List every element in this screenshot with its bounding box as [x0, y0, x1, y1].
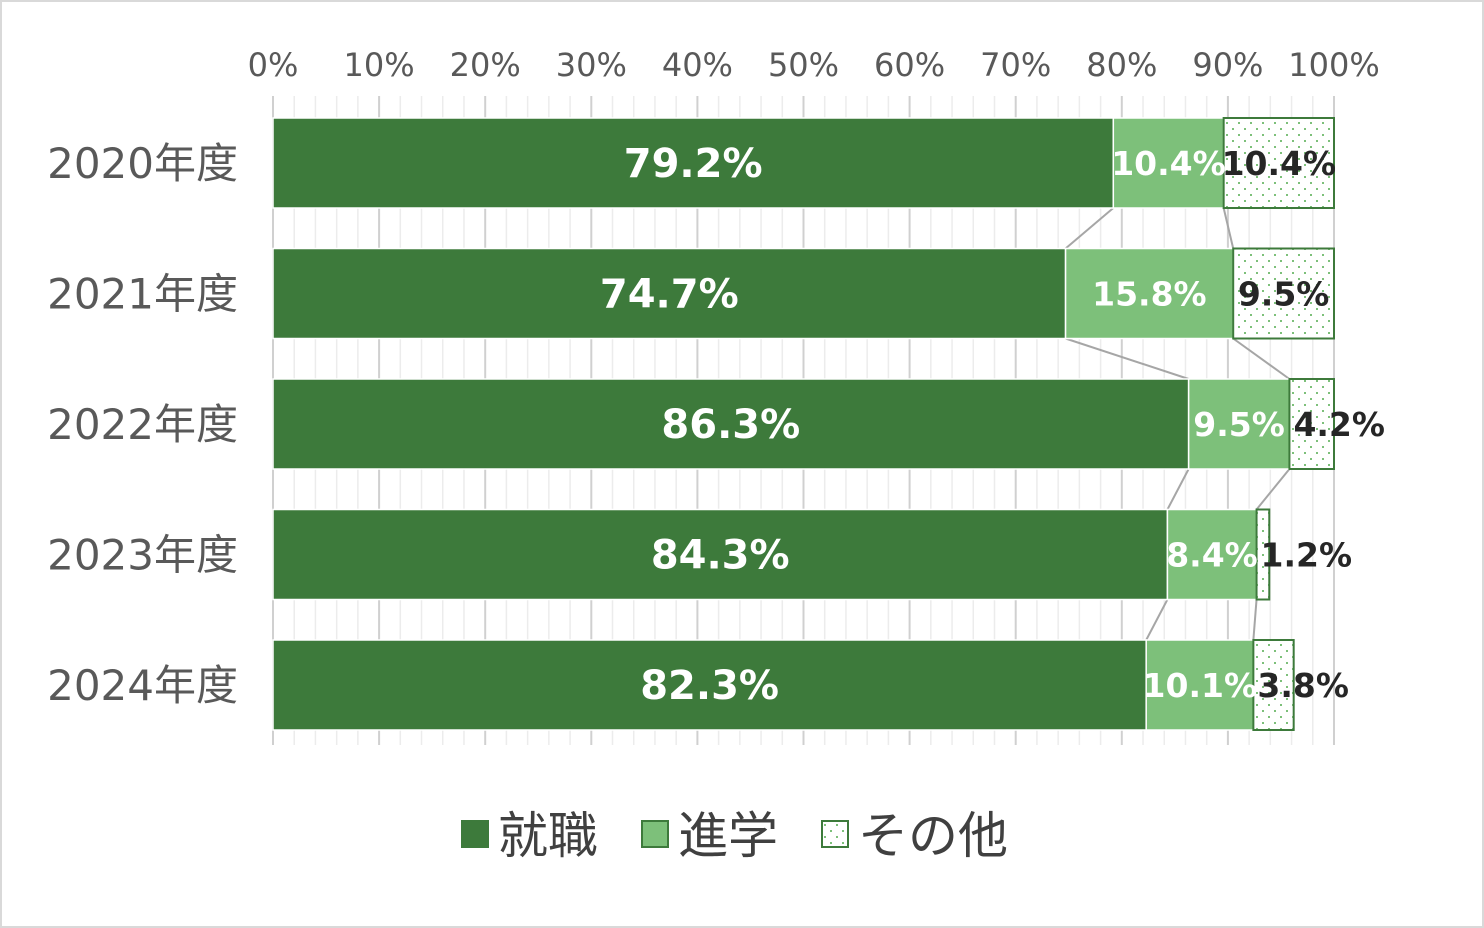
legend-swatch — [461, 820, 489, 848]
bar-segment — [272, 508, 1169, 601]
x-tick-label: 100% — [1288, 46, 1379, 84]
data-label: 79.2% — [624, 141, 763, 187]
bar-segment — [1187, 378, 1291, 470]
bar-segment — [1145, 639, 1255, 731]
x-tick-label: 80% — [1086, 46, 1157, 84]
bar-segment — [1252, 639, 1295, 731]
bar-segment — [1166, 508, 1258, 601]
legend-label: 進学 — [678, 807, 778, 865]
legend-label: 就職 — [498, 807, 598, 865]
bars — [272, 117, 1336, 731]
category-label: 2023年度 — [47, 531, 238, 580]
series-line — [1065, 337, 1189, 380]
category-label: 2021年度 — [47, 270, 238, 319]
data-label: 84.3% — [651, 533, 790, 579]
data-label: 1.2% — [1261, 536, 1353, 575]
category-label: 2024年度 — [47, 661, 238, 710]
bar-segment — [272, 117, 1115, 209]
data-labels: 79.2% 10.4%10.4%74.7% 15.8% 9.5%86.3% 9.5% 4.… — [600, 141, 1385, 709]
bar-segment — [272, 378, 1190, 470]
series-line — [1232, 337, 1291, 380]
series-line — [1064, 207, 1114, 250]
bar-segment — [1232, 247, 1335, 340]
x-tick-label: 10% — [344, 46, 415, 84]
category-label: 2022年度 — [47, 400, 238, 449]
legend-label: その他 — [858, 807, 1008, 865]
data-label: 10.4% — [1111, 144, 1226, 183]
bar-segment — [1112, 117, 1225, 209]
x-tick-label: 70% — [980, 46, 1051, 84]
series-line — [1255, 468, 1291, 511]
data-label: 15.8% — [1092, 275, 1207, 314]
data-label: 8.4% — [1166, 536, 1258, 575]
bar-segment — [272, 247, 1067, 340]
data-label: 82.3% — [640, 663, 779, 709]
x-tick-label: 60% — [874, 46, 945, 84]
series-line — [1145, 599, 1169, 641]
x-tick-label: 30% — [556, 46, 627, 84]
x-tick-label: 0% — [248, 46, 299, 84]
bar-segment — [1222, 117, 1336, 209]
series-line — [1222, 207, 1235, 249]
bar-segment — [1255, 508, 1271, 601]
legend-swatch — [821, 820, 849, 848]
data-label: 10.1% — [1143, 666, 1258, 705]
data-label: 4.2% — [1293, 405, 1385, 444]
bar-segment — [272, 639, 1147, 731]
axes: 0% 10% 20% 30% 40% 50% 60% 70% 80% 90% 100% 2020年度 2… — [47, 46, 1380, 710]
data-label: 9.5% — [1238, 275, 1330, 314]
series-line — [1166, 468, 1190, 510]
data-label: 3.8% — [1257, 666, 1349, 705]
x-tick-label: 20% — [450, 46, 521, 84]
series-line — [1252, 599, 1258, 641]
legend-swatch — [641, 820, 669, 848]
series-lines — [1064, 207, 1291, 641]
data-label: 10.4% — [1222, 144, 1337, 183]
data-label: 74.7% — [600, 272, 739, 318]
category-label: 2020年度 — [47, 139, 238, 188]
bar-segment — [1288, 378, 1335, 470]
legend: 就職 進学 その他 — [461, 807, 1008, 865]
x-tick-label: 50% — [768, 46, 839, 84]
data-label: 9.5% — [1193, 405, 1285, 444]
data-label: 86.3% — [661, 402, 800, 448]
x-tick-label: 40% — [662, 46, 733, 84]
x-tick-label: 90% — [1192, 46, 1263, 84]
